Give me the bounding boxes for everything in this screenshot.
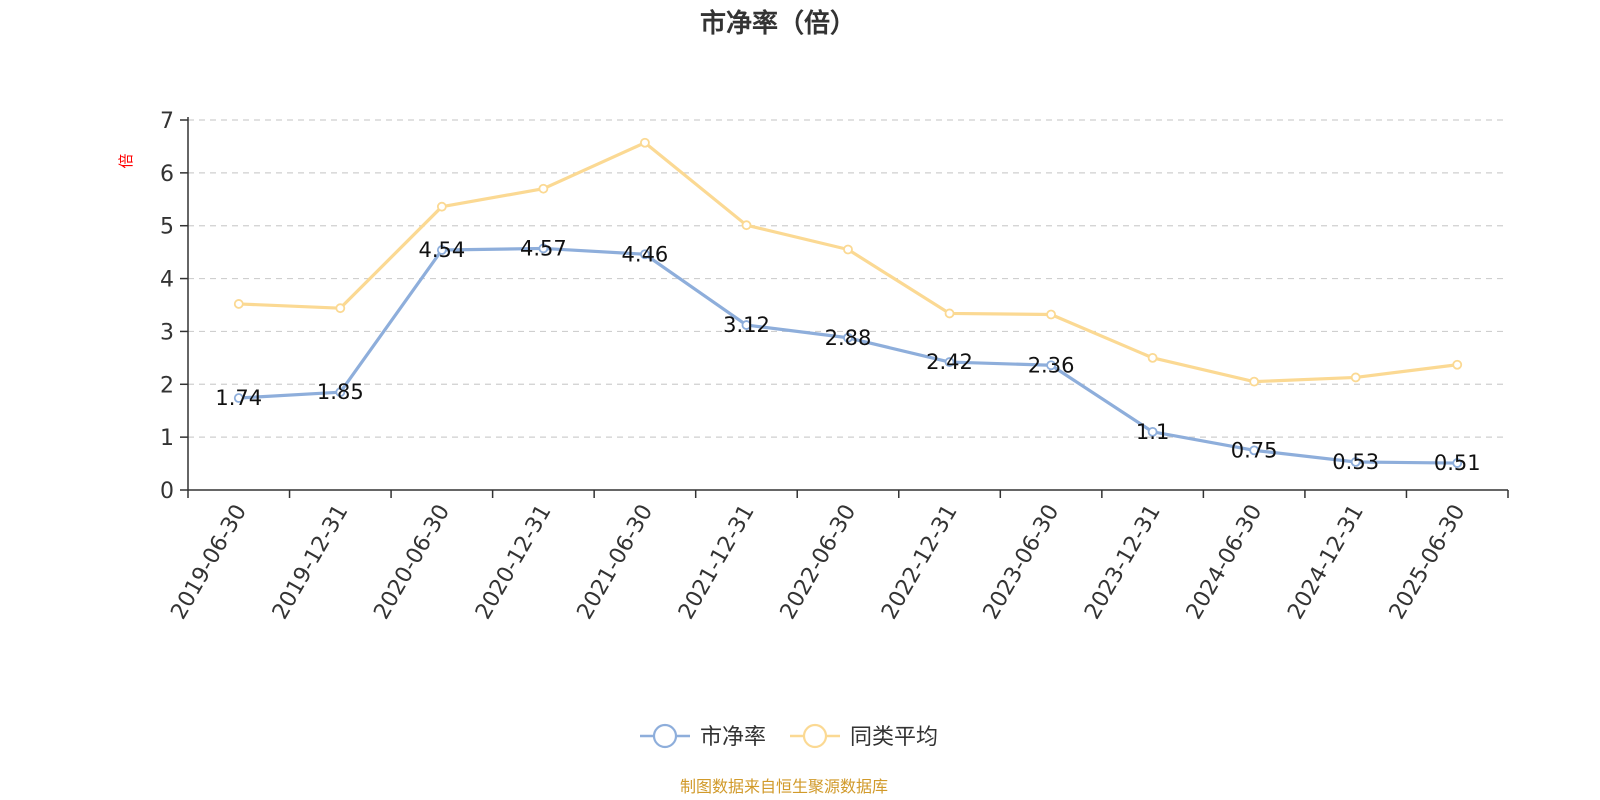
series-layer (233, 137, 1463, 468)
x-tick-label-2024-12-31: 2024-12-31 (1283, 501, 1369, 624)
x-tick-label-2019-12-31: 2019-12-31 (268, 501, 354, 624)
data-point-0-0 (233, 393, 244, 403)
data-label-0-2: 4.54 (418, 238, 465, 262)
x-axis-ticks: 2019-06-30 2019-12-31 2020-06-30 2020-12-31… (166, 490, 1509, 624)
chart-title: 市净率（倍） (700, 8, 856, 39)
x-tick-label-2024-06-30: 2024-06-30 (1182, 501, 1268, 624)
x-tick-label-2021-12-31: 2021-12-31 (674, 501, 760, 624)
data-label-0-4: 4.46 (622, 242, 669, 266)
x-tick-label-2023-12-31: 2023-12-31 (1080, 501, 1166, 624)
data-label-0-8: 2.36 (1028, 353, 1075, 377)
data-point-0-3 (538, 243, 549, 254)
x-tick-label-2020-12-31: 2020-12-31 (471, 501, 557, 624)
x-tick-label-2022-06-30: 2022-06-30 (776, 501, 862, 624)
data-point-0-5 (741, 320, 752, 330)
data-point-1-0 (233, 299, 244, 309)
y-tick-label-4: 4 (160, 268, 174, 293)
data-point-1-5 (741, 220, 752, 231)
data-point-0-6 (843, 332, 853, 343)
y-tick-label-6: 6 (160, 162, 174, 187)
y-axis-ticks: 0 1 2 3 4 5 6 7 (160, 109, 188, 504)
data-point-0-11 (1350, 457, 1361, 467)
data-point-1-9 (1147, 352, 1158, 363)
y-tick-label-3: 3 (160, 320, 174, 345)
legend-label-1[interactable]: 同类平均 (850, 725, 938, 750)
data-label-0-5: 3.12 (723, 313, 770, 337)
y-axis-unit: 倍 (117, 153, 135, 168)
data-label-0-12: 0.51 (1434, 451, 1481, 475)
data-label-0-0: 1.74 (215, 386, 262, 410)
data-point-0-1 (335, 387, 346, 398)
data-point-0-8 (1046, 360, 1056, 371)
y-tick-label-5: 5 (160, 215, 174, 240)
data-point-1-6 (843, 244, 853, 255)
x-tick-label-2020-06-30: 2020-06-30 (369, 501, 455, 624)
data-point-1-12 (1452, 359, 1463, 370)
data-point-1-10 (1249, 376, 1260, 387)
data-point-0-7 (944, 357, 955, 367)
series-line-0 (237, 246, 1459, 465)
data-label-0-6: 2.88 (825, 326, 872, 350)
data-point-1-7 (944, 308, 955, 319)
data-point-0-2 (436, 245, 447, 255)
x-tick-label-2023-06-30: 2023-06-30 (979, 501, 1065, 624)
y-tick-label-7: 7 (160, 109, 174, 134)
x-tick-label-2019-06-30: 2019-06-30 (166, 501, 252, 624)
data-point-0-4 (640, 249, 650, 260)
gridlines (188, 119, 1508, 438)
source-note: 制图数据来自恒生聚源数据库 (680, 777, 888, 796)
y-tick-label-1: 1 (160, 426, 174, 451)
x-tick-label-2025-06-30: 2025-06-30 (1385, 501, 1471, 624)
x-tick-label-2022-12-31: 2022-12-31 (877, 501, 963, 624)
data-point-1-11 (1350, 372, 1361, 383)
data-label-0-3: 4.57 (520, 236, 567, 260)
legend-marker-1[interactable] (802, 723, 828, 749)
data-point-1-4 (640, 137, 650, 148)
x-tick-label-2021-06-30: 2021-06-30 (573, 501, 659, 624)
data-point-0-9 (1147, 426, 1158, 437)
data-label-0-9: 1.1 (1136, 420, 1169, 444)
data-point-1-2 (436, 201, 447, 212)
y-tick-label-2: 2 (160, 373, 174, 398)
data-label-0-1: 1.85 (317, 380, 364, 404)
data-point-1-8 (1046, 309, 1056, 320)
legend-label-0[interactable]: 市净率 (700, 725, 766, 750)
legend-marker-0[interactable] (652, 723, 678, 749)
data-label-0-10: 0.75 (1231, 438, 1278, 462)
axes (187, 117, 1508, 491)
data-label-0-7: 2.42 (926, 350, 973, 374)
data-labels: 1.74 1.85 4.54 4.57 4.46 3.12 2.88 2.42 2.36 1.1 0… (215, 236, 1480, 475)
y-tick-label-0: 0 (160, 479, 174, 504)
data-point-1-3 (538, 183, 549, 194)
data-point-0-12 (1452, 458, 1463, 468)
data-point-1-1 (335, 303, 346, 314)
data-label-0-11: 0.53 (1332, 450, 1379, 474)
data-point-0-10 (1249, 445, 1260, 456)
legend[interactable]: 市净率 同类平均 (640, 723, 938, 750)
